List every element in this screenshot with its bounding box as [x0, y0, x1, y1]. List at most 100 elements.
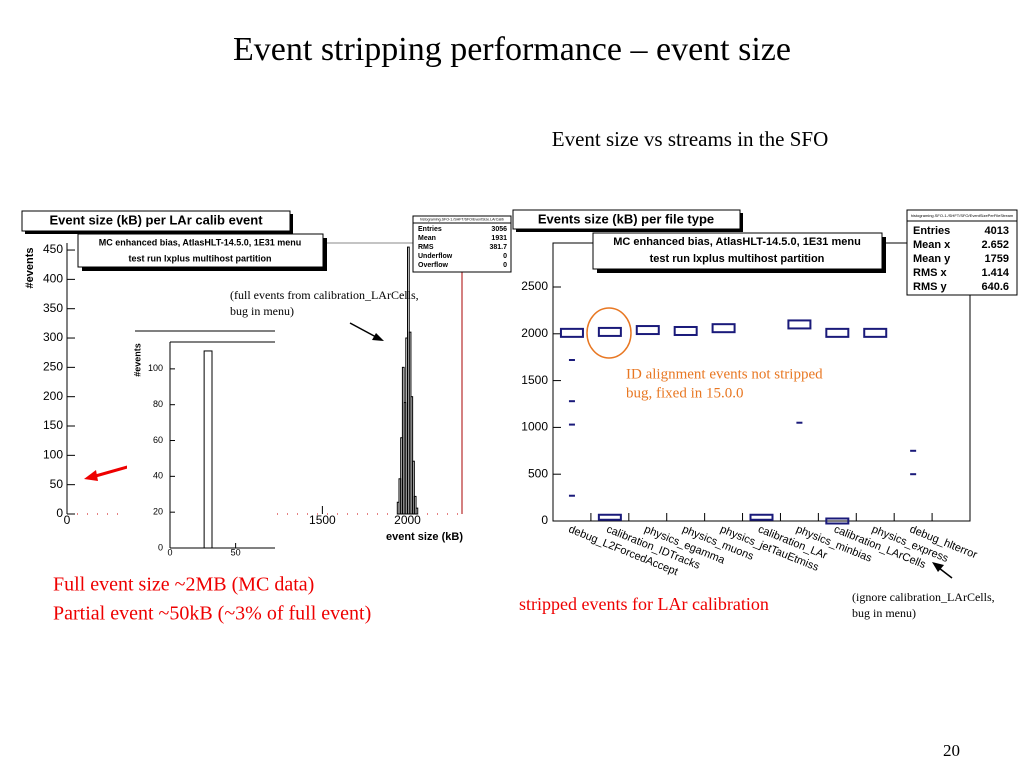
y-tick-label: 400 — [43, 272, 63, 286]
info-box — [77, 233, 324, 268]
histogram-bar — [410, 396, 414, 515]
arrow-head — [932, 562, 944, 572]
y-tick-label: 500 — [528, 466, 548, 480]
subtitle: Event size vs streams in the SFO — [552, 127, 828, 151]
x-tick-label: 0 — [64, 513, 71, 527]
right-plot — [512, 209, 1018, 579]
stats-value: 0 — [503, 262, 507, 269]
box — [825, 517, 850, 525]
stats-value: 0 — [503, 253, 507, 260]
x-tick-label: 0 — [167, 547, 172, 557]
left-plot — [21, 210, 512, 555]
stats-header: histograming.SFO-1./SHFT/SFO/EventSizePe… — [911, 213, 1014, 218]
plot-title: Events size (kB) per file type — [538, 211, 714, 226]
histogram-bar — [412, 460, 415, 515]
y-tick-label: 100 — [148, 363, 163, 373]
info-text: test run lxplus multihost partition — [650, 253, 825, 265]
stats-value: 1931 — [491, 235, 507, 242]
y-tick-label: 350 — [43, 301, 63, 315]
y-tick-label: 40 — [153, 471, 163, 481]
stats-box — [412, 215, 512, 273]
box — [787, 319, 812, 330]
box — [597, 513, 622, 521]
arrow — [938, 567, 953, 579]
outlier — [568, 423, 575, 426]
box — [711, 323, 736, 334]
y-tick-label: 250 — [43, 360, 63, 374]
box — [749, 513, 774, 521]
stats-value: 1.414 — [981, 267, 1009, 279]
histogram-bar — [415, 507, 419, 515]
y-label: #events — [132, 343, 142, 377]
stats-value: 381.7 — [489, 244, 507, 251]
stats-label: Mean y — [913, 253, 951, 265]
note: Full event size ~2MB (MC data) — [53, 574, 314, 596]
y-tick-label: 80 — [153, 399, 163, 409]
note: Partial event ~50kB (~3% of full event) — [53, 603, 371, 625]
y-tick-label: 100 — [43, 448, 63, 462]
box — [673, 325, 698, 336]
arrow-head — [84, 470, 98, 481]
box — [635, 325, 660, 336]
stats-label: Entries — [913, 225, 950, 237]
y-tick-label: 300 — [43, 330, 63, 344]
note: bug in menu) — [852, 606, 916, 620]
outlier — [910, 449, 917, 452]
note: (ignore calibration_LArCells, — [852, 590, 995, 604]
y-tick-label: 1000 — [521, 420, 548, 434]
stats-label: Mean — [418, 235, 436, 242]
y-tick-label: 2500 — [521, 279, 548, 293]
annotation: bug, fixed in 15.0.0 — [626, 385, 744, 401]
stats-label: Entries — [418, 226, 442, 233]
stats-value: 1759 — [985, 253, 1009, 265]
arrow-head — [372, 333, 384, 341]
title-box — [21, 210, 291, 232]
y-tick-label: 0 — [541, 513, 548, 527]
stats-label: Underflow — [418, 253, 453, 260]
stats-value: 640.6 — [981, 281, 1009, 293]
inset — [127, 330, 275, 555]
y-tick-label: 450 — [43, 242, 63, 256]
annotation: bug in menu) — [230, 304, 294, 318]
histogram-bar — [413, 495, 417, 515]
histogram-bar — [203, 350, 213, 549]
stats-box — [906, 209, 1018, 296]
x-tick-label: 1500 — [309, 513, 336, 527]
outlier — [568, 494, 575, 497]
x-tick-label: 50 — [231, 547, 241, 557]
y-tick-label: 150 — [43, 418, 63, 432]
outlier — [568, 359, 575, 362]
y-tick-label: 60 — [153, 435, 163, 445]
y-tick-label: 20 — [153, 507, 163, 517]
plot-title: Event size (kB) per LAr calib event — [49, 212, 263, 227]
stats-label: RMS x — [913, 267, 948, 279]
stats-value: 3056 — [491, 226, 507, 233]
annotation: ID alignment events not stripped — [626, 366, 823, 382]
box — [863, 327, 888, 338]
annotation: (full events from calibration_LArCells, — [230, 288, 419, 302]
y-label: #events — [24, 248, 36, 289]
y-tick-label: 1500 — [521, 373, 548, 387]
page-number: 20 — [943, 741, 960, 760]
outlier — [796, 421, 803, 424]
x-tick-label: 2000 — [394, 513, 421, 527]
y-tick-label: 0 — [158, 542, 163, 552]
info-box — [592, 232, 883, 270]
y-tick-label: 2000 — [521, 326, 548, 340]
note: stripped events for LAr calibration — [519, 594, 769, 614]
stats-header: histograming.SFO-1./SHFT/SFO/EventSize.L… — [420, 217, 504, 221]
arrow — [349, 322, 377, 338]
x-label: event size (kB) — [386, 531, 463, 543]
info-text: test run lxplus multihost partition — [128, 253, 271, 263]
stats-label: Mean x — [913, 239, 951, 251]
stats-label: Overflow — [418, 262, 449, 269]
highlight — [586, 307, 632, 359]
frame — [552, 242, 971, 522]
title-box — [512, 209, 741, 230]
stats-label: RMS — [418, 244, 434, 251]
y-tick-label: 200 — [43, 389, 63, 403]
info-text: MC enhanced bias, AtlasHLT-14.5.0, 1E31 … — [613, 236, 861, 248]
outlier — [910, 473, 917, 476]
y-tick-label: 50 — [50, 477, 64, 491]
